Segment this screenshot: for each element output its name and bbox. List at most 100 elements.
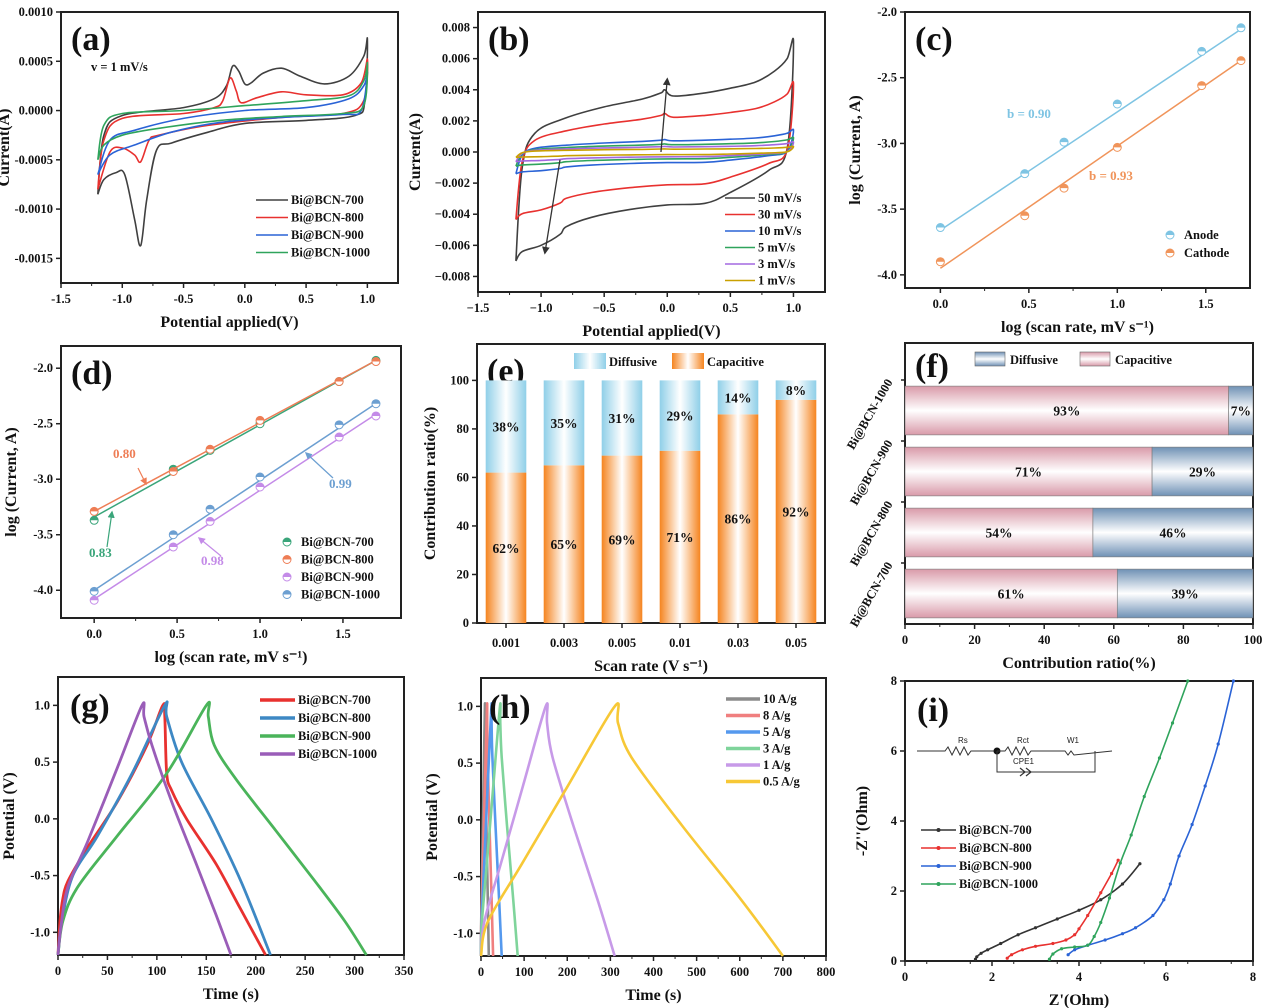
plot-frame: [904, 11, 1251, 289]
y-tick-label: 0.002: [442, 114, 470, 128]
plot-frame: [904, 680, 1254, 962]
bar-value-label: 86%: [725, 512, 752, 527]
trend-arrow: [660, 77, 671, 153]
x-tick-label: 8: [1250, 970, 1256, 984]
y-axis-title: log (Current, A): [3, 427, 20, 536]
y-tick-label: 40: [457, 519, 470, 533]
legend-item: Bi@BCN-1000: [921, 877, 1038, 891]
legend-label: Bi@BCN-900: [301, 570, 374, 584]
data-point-fill: [206, 445, 215, 450]
x-axis: 0.001 0.003 0.005 0.01 0.03 0.05 Scan rate (V …: [492, 623, 807, 675]
bar-value-label: 38%: [493, 419, 520, 434]
legend-item: Capacitive: [1079, 351, 1172, 367]
x-tick-label: 0.03: [727, 636, 749, 650]
legend: Diffusive Capacitive: [974, 351, 1172, 367]
legend-item: Bi@BCN-1000: [282, 588, 380, 602]
x-tick-label: 500: [687, 965, 706, 979]
legend-item: Bi@BCN-900: [256, 228, 364, 242]
data-point-fill: [1020, 211, 1029, 216]
data-point-fill: [169, 467, 178, 472]
panel-label: (f): [915, 348, 949, 385]
data-point: [1203, 784, 1207, 788]
slope-label: b = 0.93: [1089, 168, 1133, 183]
trend-arrow: [542, 159, 561, 255]
legend-item: 3 mV/s: [725, 257, 795, 271]
legend-label: 5 A/g: [763, 725, 791, 739]
y-tick-label: -0.0015: [14, 251, 53, 265]
x-tick-label: 1.0: [1109, 297, 1125, 311]
legend-label: 5 mV/s: [758, 241, 795, 255]
x-tick-label: 200: [246, 964, 265, 978]
data-point: [999, 941, 1003, 946]
legend-label: Bi@BCN-800: [291, 211, 364, 225]
bar-value-label: 7%: [1231, 404, 1251, 419]
data-point: [1020, 948, 1025, 952]
y-tick-label: 0.008: [442, 21, 470, 35]
legend-label: Bi@BCN-900: [959, 859, 1032, 873]
legend-label: 1 mV/s: [758, 274, 795, 288]
bar-value-label: 65%: [551, 537, 578, 552]
y-tick-label: -4.0: [877, 268, 897, 282]
x-tick-label: 40: [1038, 633, 1051, 647]
legend-marker-fill: [1166, 249, 1174, 253]
legend-swatch: [1079, 351, 1111, 367]
slope-arrow: [137, 467, 147, 486]
legend-label: Bi@BCN-1000: [959, 877, 1038, 891]
cv-curve: [515, 140, 795, 163]
y-tick-label: 0: [891, 954, 897, 968]
legend-item: 3 A/g: [726, 742, 791, 756]
cv-curve: [97, 58, 369, 190]
data-point-fill: [206, 505, 215, 510]
legend-swatch: [672, 353, 704, 369]
bar-capacitive: [485, 472, 527, 623]
gcd-curve: [479, 702, 784, 957]
bar-value-label: 29%: [667, 409, 694, 424]
x-tick-label: 50: [101, 964, 114, 978]
y-axis: 0 20 40 60 80 100 Contribution ratio(%): [422, 373, 477, 630]
x-axis: -1.5 -1.0 -0.5 0.0 0.5 1.0 Potential applied(V…: [51, 283, 375, 331]
gcd-curve: [56, 700, 368, 956]
circuit-label: Rct: [1017, 736, 1030, 745]
data-point: [1103, 938, 1107, 942]
y-tick-label: -2.0: [33, 361, 53, 375]
x-axis-title: Time (s): [203, 986, 259, 1003]
legend-item: Bi@BCN-800: [260, 711, 371, 725]
scan-rate-annotation: v = 1 mV/s: [91, 60, 148, 74]
resistor-rct-icon: [997, 745, 1113, 757]
y-tick-label: 0.5: [457, 756, 473, 770]
x-tick-label: -1.5: [51, 292, 71, 306]
data-point: [1073, 933, 1077, 937]
data-point-fill: [256, 473, 265, 478]
y-axis-title: Potential (V): [424, 773, 441, 861]
legend-item: Bi@BCN-800: [921, 841, 1032, 855]
legend-item: Bi@BCN-700: [260, 693, 371, 707]
data-point: [1073, 945, 1077, 949]
x-tick-label: 0.0: [237, 292, 253, 306]
legend-marker-fill: [283, 573, 291, 577]
legend-label: Bi@BCN-800: [959, 841, 1032, 855]
y-tick-label: -0.0010: [14, 202, 53, 216]
data-point-fill: [936, 257, 945, 262]
data-point: [979, 951, 983, 955]
y-tick-label: -2.5: [877, 71, 897, 85]
data-point-fill: [256, 416, 265, 421]
legend-item: 5 mV/s: [725, 241, 795, 255]
x-tick-label: 0.5: [723, 301, 739, 315]
y-tick-label: -0.5: [453, 870, 473, 884]
legend-item: Bi@BCN-1000: [256, 246, 370, 260]
legend-item: Bi@BCN-800: [282, 553, 374, 567]
cv-curve: [515, 136, 795, 167]
y-tick-label: -0.5: [30, 869, 50, 883]
x-tick-label: 700: [774, 965, 793, 979]
bar-diffusive: [1228, 385, 1254, 436]
data-point: [1009, 953, 1014, 957]
legend-marker-fill: [283, 555, 291, 560]
bar-value-label: 69%: [609, 532, 636, 547]
x-tick-label: 60: [1108, 633, 1121, 647]
bar-value-label: 71%: [1015, 465, 1042, 480]
data-point: [1099, 920, 1103, 925]
legend-label: 3 A/g: [763, 742, 791, 756]
x-axis-title: Contribution ratio(%): [1002, 655, 1155, 672]
circuit-label: W1: [1067, 736, 1080, 745]
